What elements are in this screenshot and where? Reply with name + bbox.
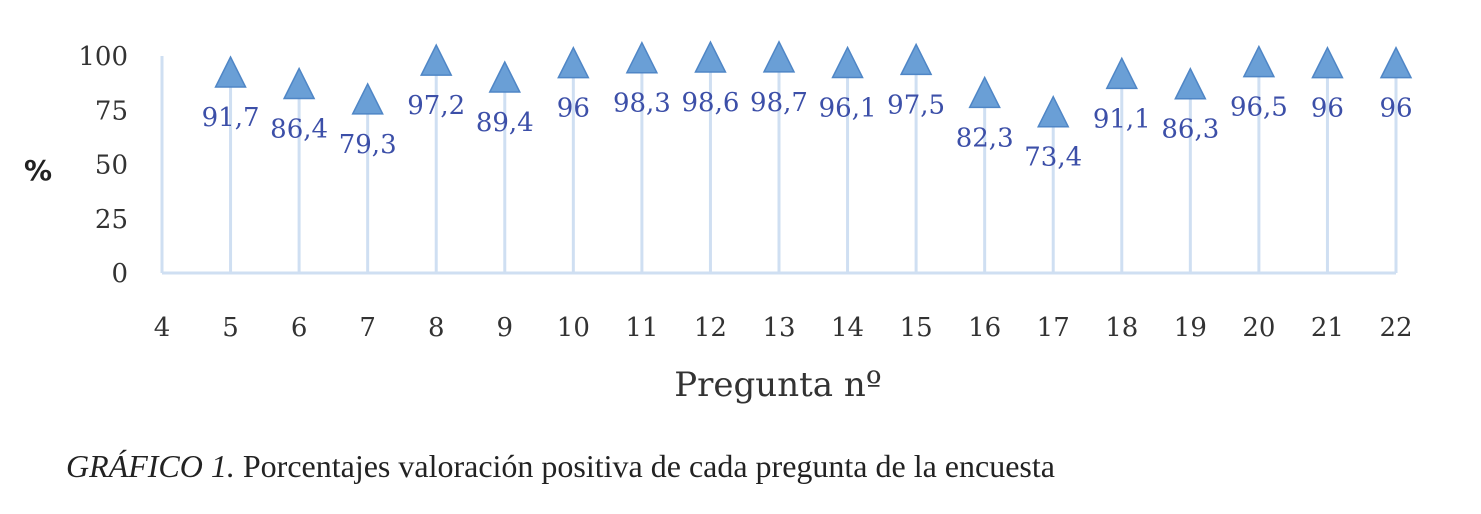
drop-lines [229,58,1398,273]
data-marker [762,40,796,73]
y-tick-label: 100 [78,42,128,72]
data-label: 96,5 [1230,93,1288,123]
data-marker [1311,46,1344,79]
data-marker [214,55,247,88]
x-tick-label: 12 [694,313,727,343]
x-tick-label: 4 [154,313,171,343]
y-tick-label: 0 [111,259,128,289]
data-marker [968,75,1001,109]
x-tick-label: 8 [428,313,445,343]
data-marker [351,82,384,115]
x-tick-label: 17 [1037,313,1070,343]
x-tick-label: 9 [497,313,514,343]
x-axis-label: Pregunta nº [674,365,881,405]
x-tick-label: 11 [625,313,658,343]
data-label: 98,7 [750,88,808,118]
caption-text: Porcentajes valoración positiva de cada … [234,448,1055,484]
data-marker [831,45,864,79]
data-label: 96,1 [819,93,877,123]
data-marker [1037,95,1070,128]
x-tick-label: 13 [762,313,795,343]
data-marker [420,43,453,76]
y-tick-labels: 0 25 50 75 100 [78,42,128,289]
data-label: 98,3 [613,89,671,119]
x-tick-labels: 4 5 6 7 8 9 10 11 12 13 14 15 16 17 18 19 20 21 22 [154,313,1413,343]
data-marker [557,46,590,79]
y-tick-label: 75 [95,96,128,126]
data-label: 91,1 [1093,104,1151,134]
data-label: 91,7 [202,103,260,133]
figure-caption: GRÁFICO 1. Porcentajes valoración positi… [66,448,1055,485]
data-label: 96 [1379,94,1412,124]
data-label: 96 [1311,94,1344,124]
data-label: 86,4 [270,115,328,145]
data-label: 79,3 [339,130,397,160]
y-tick-label: 25 [95,205,128,235]
data-marker [1242,44,1276,78]
chart: 0 25 50 75 100 4 5 6 7 8 9 10 11 12 13 14 15 16 17 18 19 20 2… [24,40,1413,405]
x-tick-label: 6 [291,313,308,343]
data-marker [694,40,727,73]
x-tick-label: 10 [557,313,590,343]
y-axis-label: % [24,154,52,187]
data-label: 86,3 [1161,115,1219,145]
x-tick-label: 16 [968,313,1001,343]
x-tick-label: 15 [900,313,933,343]
x-tick-label: 19 [1174,313,1207,343]
data-label: 98,6 [681,88,739,118]
data-marker [1379,46,1413,79]
data-label: 89,4 [476,108,534,138]
data-label: 97,5 [887,90,945,120]
data-marker [899,42,933,76]
data-markers [214,40,1413,128]
x-tick-label: 7 [359,313,376,343]
data-marker [1105,56,1138,90]
x-tick-label: 22 [1379,313,1412,343]
data-label: 96 [557,94,590,124]
caption-lead: GRÁFICO 1. [66,448,235,484]
data-marker [282,66,316,100]
data-marker [625,41,659,74]
x-tick-label: 18 [1105,313,1138,343]
data-label: 97,2 [407,91,465,121]
x-tick-label: 5 [222,313,239,343]
axes [160,56,1396,275]
x-tick-label: 21 [1311,313,1344,343]
data-label: 73,4 [1024,143,1082,173]
x-tick-label: 20 [1242,313,1275,343]
x-tick-label: 14 [831,313,864,343]
data-marker [1174,67,1207,100]
data-labels: 91,7 86,4 79,3 97,2 89,4 96 98,3 98,6 98,7 96,1 97… [202,88,1413,173]
data-marker [488,60,521,93]
y-tick-label: 50 [95,151,128,181]
data-label: 82,3 [956,123,1014,153]
